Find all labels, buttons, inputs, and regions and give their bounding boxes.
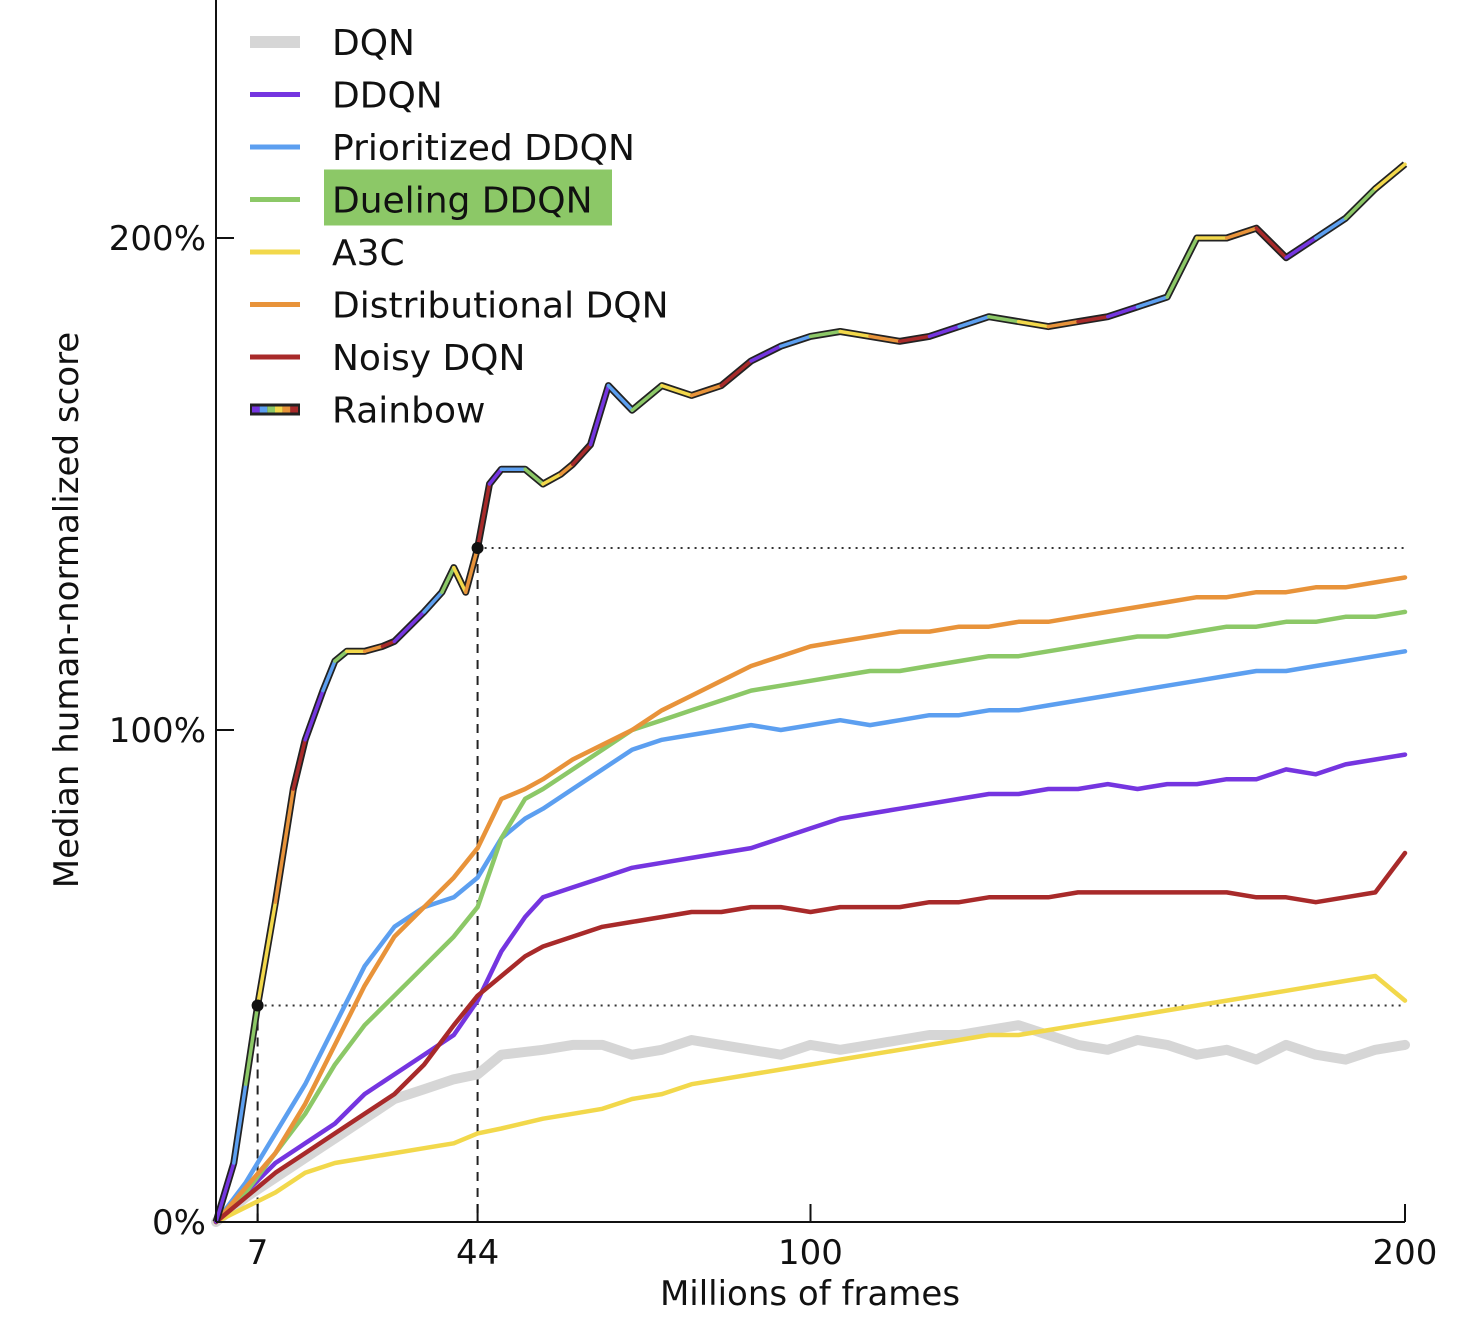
series-rainbow-segment (749, 344, 783, 363)
series-rainbow-segment (1135, 295, 1169, 309)
series-rainbow-segment (987, 314, 1021, 324)
legend-item-dueling-ddqn: Dueling DDQN (250, 169, 612, 226)
series-rainbow-segment (570, 442, 593, 467)
legend-item-rainbow: Rainbow (250, 391, 485, 432)
legend-swatch-stripe (259, 406, 268, 413)
x-tick-label: 7 (247, 1233, 269, 1273)
series-rainbow-segment (541, 472, 563, 486)
series-rainbow-segment (1016, 319, 1051, 329)
series-layer (211, 161, 1410, 1227)
series-rainbow-segment (719, 359, 753, 388)
series-rainbow-segment (927, 324, 961, 339)
series-noisy-dqn (213, 850, 1408, 1225)
series-rainbow-segment (1076, 314, 1110, 324)
series-rainbow-segment (463, 546, 480, 594)
legend-label: Noisy DQN (332, 338, 525, 379)
series-rainbow-segment (303, 688, 325, 742)
series-rainbow-segment (838, 329, 872, 339)
series-rainbow-segment (273, 787, 296, 904)
series-rainbow-segment (333, 649, 349, 663)
series-a3c (213, 973, 1408, 1225)
series-ddqn (213, 752, 1408, 1225)
legend-item-prioritized-ddqn: Prioritized DDQN (250, 128, 635, 169)
series-rainbow-segment (1373, 162, 1407, 191)
series-dqn (211, 1020, 1410, 1227)
x-tick-label: 44 (456, 1233, 499, 1273)
series-rainbow-segment (475, 482, 492, 550)
legend-label: DDQN (332, 76, 443, 117)
series-rainbow-segment (559, 462, 575, 476)
reference-point (471, 541, 484, 554)
series-rainbow-segment (523, 467, 545, 486)
series-rainbow-segment (392, 610, 426, 644)
series-rainbow-segment (1106, 305, 1140, 319)
legend-item-ddqn: DDQN (250, 76, 443, 117)
series-rainbow-segment (1224, 226, 1259, 240)
series-rainbow-segment (214, 1161, 236, 1224)
legend-swatch-stripe (267, 406, 275, 413)
y-axis-title: Median human-normalized score (47, 332, 87, 888)
series-rainbow-segment (808, 329, 842, 339)
series-distributional-dqn (213, 575, 1408, 1225)
series-rainbow-segment (630, 383, 664, 412)
series-rainbow-segment (1165, 236, 1199, 299)
series-dueling-ddqn (213, 609, 1408, 1225)
legend-swatch-stripe (282, 406, 291, 413)
reference-lines (256, 546, 1405, 1222)
series-rainbow-segment (321, 659, 337, 693)
series-rainbow-segment (1314, 216, 1348, 240)
legend-item-distributional-dqn: Distributional DQN (250, 286, 669, 327)
legend-item-noisy-dqn: Noisy DQN (250, 338, 525, 379)
series-rainbow-segment (1254, 226, 1288, 260)
legend-swatch-stripe (290, 406, 298, 413)
series-rainbow-segment (957, 314, 991, 329)
ticks: 7 44 100 200 0% 100% 200% (109, 219, 1438, 1273)
legend-label: Rainbow (332, 391, 485, 432)
series-rainbow-segment (606, 383, 634, 412)
legend-label: Dueling DDQN (332, 181, 593, 222)
legend-label: Prioritized DDQN (332, 128, 635, 169)
series-rainbow-segment (452, 565, 468, 594)
series-rainbow-segment (588, 383, 611, 447)
series-rainbow-segment (897, 334, 932, 344)
y-tick-label: 100% (109, 711, 206, 751)
series-rainbow-segment (291, 738, 307, 791)
legend-swatch-stripe (275, 406, 283, 413)
legend-label: DQN (332, 23, 415, 64)
series-rainbow-segment (380, 639, 397, 649)
legend-label: A3C (332, 233, 405, 274)
legend-highlight (324, 169, 612, 226)
series-rainbow-segment (1284, 236, 1318, 260)
x-tick-label: 100 (778, 1233, 843, 1273)
x-axis-title: Millions of frames (660, 1274, 960, 1314)
series-rainbow-segment (487, 467, 504, 486)
series-rainbow-segment (255, 900, 278, 1008)
x-tick-label: 200 (1373, 1233, 1438, 1273)
legend-item-dqn: DQN (250, 23, 415, 64)
y-tick-label: 0% (152, 1203, 206, 1243)
series-rainbow-segment (422, 590, 444, 614)
legend-label: Distributional DQN (332, 286, 669, 327)
series-rainbow-segment (362, 644, 385, 654)
series-rainbow-segment (1343, 187, 1378, 221)
series-rainbow-segment (779, 334, 813, 348)
series-rainbow-segment (868, 334, 902, 344)
legend-swatch-stripe (252, 406, 260, 413)
series-rainbow-segment (243, 1003, 260, 1086)
y-tick-label: 200% (109, 219, 206, 259)
reference-point (251, 999, 264, 1012)
series-rainbow-segment (660, 383, 694, 398)
legend: DQN DDQN Prioritized DDQN Dueling DDQN A3C Di… (250, 23, 669, 432)
series-rainbow-segment (440, 565, 456, 594)
legend-item-a3c: A3C (250, 233, 405, 274)
series-rainbow-segment (232, 1082, 248, 1165)
series-rainbow-segment (689, 383, 724, 398)
series-rainbow-segment (1046, 319, 1080, 329)
